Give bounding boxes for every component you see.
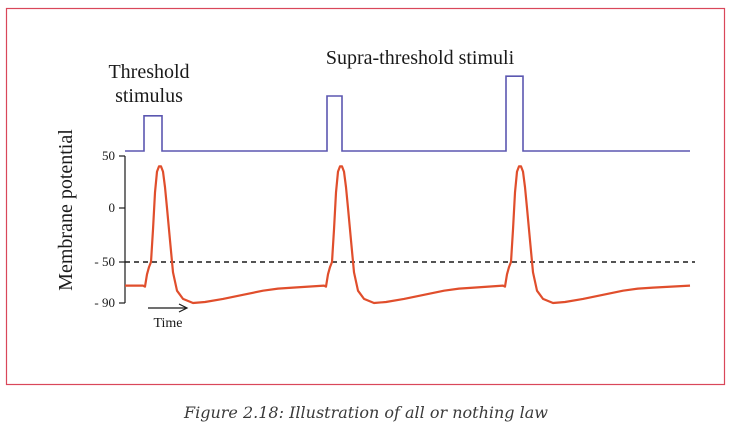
membrane-potential-trace — [125, 165, 691, 305]
y-tick-label: 50 — [102, 148, 115, 163]
stimulus-trace — [125, 75, 690, 152]
supra-threshold-stimuli-label: Supra-threshold stimuli — [326, 47, 515, 69]
x-axis-label: Time — [153, 316, 182, 331]
y-axis-label: Membrane potential — [55, 129, 77, 291]
figure-frame — [5, 7, 726, 386]
y-axis-ticks: 50 0 - 50 - 90 — [94, 148, 125, 310]
y-tick-label: - 90 — [94, 295, 115, 310]
figure-caption: Figure 2.18: Illustration of all or noth… — [183, 403, 548, 422]
threshold-stimulus-label-line1: Threshold — [108, 61, 189, 83]
time-arrow — [148, 303, 189, 313]
threshold-stimulus-label-line2: stimulus — [115, 85, 183, 107]
y-tick-label: - 50 — [94, 254, 115, 269]
y-tick-label: 0 — [109, 200, 116, 215]
